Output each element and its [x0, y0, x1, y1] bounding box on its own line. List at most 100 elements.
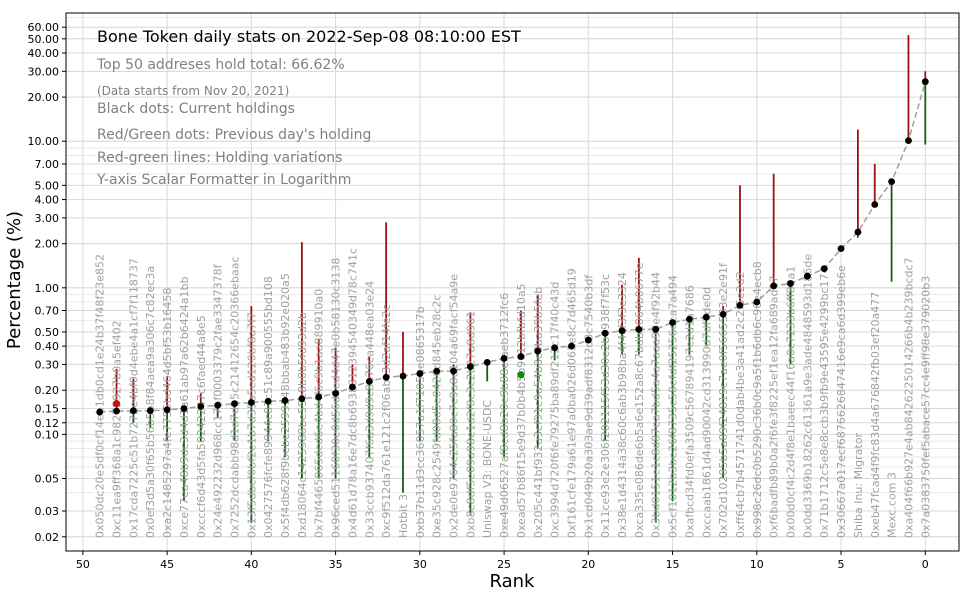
y-axis-ticks: 0.02 0.03 0.05 0.100.120.15 0.20 0.30 0.400.50…	[28, 21, 66, 544]
current-holding-dot	[921, 78, 929, 86]
holder-label: 0x5f4db628f9bebe2599348bbab483b92e020a5	[279, 273, 292, 538]
current-holding-dot	[719, 310, 727, 318]
x-tick-label: 0	[922, 558, 929, 571]
holder-label: 0x5cf1012b3be26f8735c58efdf25256dca7a494	[667, 275, 680, 538]
x-tick-label: 35	[329, 558, 343, 571]
data-points	[96, 78, 929, 416]
x-tick-label: 45	[160, 558, 174, 571]
holder-label: 0x0dd3369b18262c61361a9e3ade4848593d186d…	[801, 254, 814, 538]
current-holding-dot	[837, 245, 845, 253]
current-holding-dot	[231, 400, 238, 408]
holder-label: 0x71b1712c5e8e8ccb3b9fb9e43595e4299bc174	[818, 266, 831, 538]
current-holding-dot	[349, 383, 356, 391]
current-holding-dot	[517, 353, 525, 360]
current-holding-dot	[247, 399, 255, 406]
y-tick-label: 0.50	[35, 326, 60, 339]
plot-background	[66, 13, 959, 551]
holder-label: 0x30667a017ecf6876626847416e9ca6d399eb6e	[835, 265, 848, 538]
y-tick-label: 0.15	[35, 403, 60, 416]
holder-label: 0x7252dcdabb98d1d7db5c21412654c20366ebaa…	[228, 256, 241, 538]
current-holding-dot	[551, 344, 559, 352]
current-holding-dot	[686, 315, 693, 323]
holder-label: 0xa404f66b927e4ab8426225014266b4b239bcdc…	[902, 257, 915, 538]
holder-labels: 0x7a0383750fef5abace57cc4e9ff98e379020b3…	[94, 248, 933, 538]
annotation-red-green-dots: Red/Green dots: Previous day's holding	[97, 127, 371, 143]
current-holding-dot	[466, 363, 474, 370]
y-tick-label: 0.02	[35, 531, 60, 544]
holder-label: 0x24e492232d968cc17bf0003379c2fae3347378…	[212, 263, 225, 538]
holder-label: 0x205c441bf932a3cf91c9a54b8c0ba39b5feb	[532, 287, 545, 538]
chart-title: Bone Token daily stats on 2022-Sep-08 08…	[97, 27, 521, 46]
holder-label: 0xf161cfe179a61e97a0ba026d063e8c7d465d19	[565, 268, 578, 538]
holder-label: 0x7bf4465065dcd6e4bd4f6c9b1aa889910a0	[313, 289, 326, 538]
y-tick-label: 10.00	[28, 135, 60, 148]
current-holding-dot	[905, 137, 912, 145]
current-holding-dot	[332, 390, 339, 397]
annotation-red-green-lines: Red-green lines: Holding variations	[97, 150, 342, 166]
holder-label: 0x998c26dc0b5290c36b0c9a5f1b6db6c96e4ecb…	[751, 261, 764, 538]
current-holding-dot	[180, 405, 188, 412]
current-holding-dot	[652, 326, 660, 333]
holder-label: 0x7a0383750fef5abace57cc4e9ff98e379020b3	[919, 276, 932, 538]
holder-label: 0x96ced51160f30e0d56d6ed4d47e0b58130c313…	[330, 258, 343, 538]
current-holding-dot	[433, 367, 441, 375]
current-holding-dot	[584, 336, 592, 344]
y-tick-label: 3.00	[35, 212, 60, 225]
y-tick-label: 0.70	[35, 305, 60, 318]
x-tick-label: 25	[497, 558, 511, 571]
x-tick-label: 30	[413, 558, 427, 571]
current-holding-dot	[803, 272, 811, 280]
holder-label: 0xf6badfb89b0a2f6fe3f8225ef1ea12fa689ad1…	[768, 275, 781, 538]
previous-holding-dot	[517, 371, 525, 379]
current-holding-dot	[601, 329, 609, 337]
annotation-data-start: (Data starts from Nov 20, 2021)	[97, 84, 289, 98]
current-holding-dot	[163, 406, 171, 414]
current-holding-dot	[669, 319, 676, 326]
holder-label: 0xafbcd34fd0efa3509c567894197e2d1a7686	[683, 285, 696, 538]
current-holding-dot	[96, 408, 104, 416]
variation-lines	[115, 35, 927, 523]
holder-label: 0x0427576fcfe89944c87c51c89a900555bd108	[262, 276, 275, 538]
current-holding-dot	[382, 373, 390, 381]
holder-label: 0xc9f512da761e121c2f06abc3d2af14fe2c	[380, 304, 393, 538]
current-holding-dot	[820, 265, 828, 273]
current-holding-dot	[635, 326, 643, 333]
annotation-y-axis: Y-axis Scalar Formatter in Logarithm	[96, 172, 351, 188]
holder-label: Hotbit 3	[397, 494, 410, 538]
holder-label: 0x4d61d78a16e7dc8b6938812394540349d78c74…	[346, 248, 359, 538]
holder-label: 0xcccf6d43d5fa50242247c6faed44a8e5	[195, 315, 208, 538]
current-holding-dot	[702, 313, 710, 321]
x-tick-label: 20	[581, 558, 595, 571]
current-holding-dot	[197, 403, 205, 410]
current-holding-dot	[787, 280, 794, 287]
plot-frame	[65, 12, 960, 552]
y-axis-title: Percentage (%)	[4, 211, 25, 349]
holder-label: 0x1cd049b20a303ae9d39adf8312d3c7540b3df	[582, 274, 595, 538]
y-tick-label: 0.10	[35, 428, 60, 441]
holder-label: 0xb8c8df5e09a98e1d2f8c3c2b27a8d961	[464, 311, 477, 538]
y-tick-label: 7.00	[35, 158, 60, 171]
holder-label: 0x11ce93e2e306f202115f53d30e2b0938f7f53c	[599, 274, 612, 538]
current-holding-dot	[298, 395, 306, 403]
holder-label: 0x13f5dbcf0bf2e1b7d35a5cd120bf8a7f7	[245, 312, 258, 538]
y-tick-label: 30.00	[28, 65, 60, 78]
holder-label: 0x33ccb937407f6a3d9d9c8b76ca448ea03e24	[363, 281, 376, 538]
holder-label: Uniswap V3: BONE-USDC	[481, 400, 494, 538]
y-tick-label: 0.12	[35, 417, 60, 430]
x-tick-label: 50	[76, 558, 90, 571]
y-tick-label: 60.00	[28, 21, 60, 34]
current-holding-dot	[315, 393, 323, 401]
holder-label: 0x38e1d4314a38c60c6ab3b98ba4f4cf3f3e3324	[616, 272, 629, 538]
current-holding-dot	[214, 401, 222, 409]
current-holding-dot	[113, 407, 120, 415]
current-holding-dot	[129, 407, 137, 415]
holder-label: 0xc3994d720f6fe79275ba89df212c17f40c43d	[549, 282, 562, 538]
current-holding-dot	[888, 178, 896, 186]
holder-label: 0x702d10285b5a89f24819c7ae0f5665583e2e91…	[717, 262, 730, 538]
y-tick-label: 0.05	[35, 472, 60, 485]
current-holding-dot	[264, 397, 272, 405]
y-tick-label: 40.00	[28, 47, 60, 60]
x-tick-label: 40	[244, 558, 258, 571]
current-holding-dot	[854, 228, 862, 236]
holder-label: 0xe35c928c2549fd08d5e0420d845eb28c2c	[431, 295, 444, 538]
